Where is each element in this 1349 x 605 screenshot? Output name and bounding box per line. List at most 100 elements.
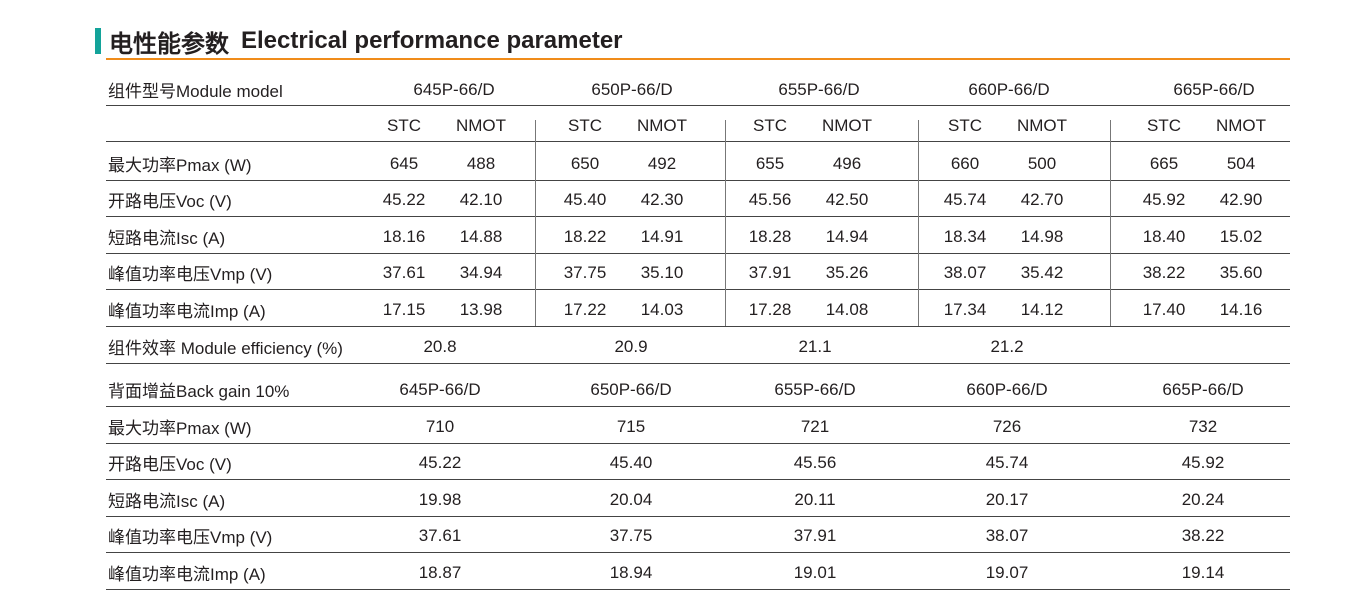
title-underline (106, 58, 1290, 60)
efficiency-value: 21.1 (798, 336, 832, 356)
nmot-value: 14.12 (1020, 299, 1064, 319)
title-cn: 电性能参数 (109, 30, 229, 58)
stc-value: 38.07 (943, 262, 987, 282)
model-name: 650P-66/D (591, 79, 673, 99)
front-data-row: 最大功率Pmax (W) 645 488 650 492 655 496 660 500 665 5… (106, 147, 1290, 181)
stc-value: 37.91 (748, 262, 792, 282)
nmot-value: 14.16 (1219, 299, 1263, 319)
stc-value: 18.22 (563, 226, 607, 246)
back-value: 715 (616, 416, 646, 436)
param-label: 短路电流Isc (A) (108, 492, 226, 511)
nmot-header: NMOT (1016, 115, 1068, 135)
stc-value: 18.16 (382, 226, 426, 246)
back-value: 710 (425, 416, 455, 436)
param-label: 峰值功率电压Vmp (V) (108, 265, 273, 284)
stc-value: 17.28 (748, 299, 792, 319)
back-value: 37.61 (418, 525, 462, 545)
model-name: 650P-66/D (590, 379, 672, 399)
module-efficiency-row: 组件效率 Module efficiency (%) 20.8 20.9 21.1 21… (106, 330, 1290, 364)
back-value: 37.91 (793, 525, 837, 545)
column-separator (1110, 120, 1111, 326)
back-data-row: 峰值功率电流Imp (A) 18.87 18.94 19.01 19.07 19.14 (106, 556, 1290, 590)
stc-value: 18.34 (943, 226, 987, 246)
column-separator (535, 120, 536, 326)
back-value: 45.56 (793, 452, 837, 472)
stc-value: 45.22 (382, 189, 426, 209)
param-label: 峰值功率电压Vmp (V) (108, 528, 273, 547)
nmot-value: 14.98 (1020, 226, 1064, 246)
param-label: 开路电压Voc (V) (108, 455, 232, 474)
back-value: 19.98 (418, 489, 462, 509)
nmot-header: NMOT (455, 115, 507, 135)
back-value: 20.24 (1181, 489, 1225, 509)
nmot-value: 488 (466, 153, 496, 173)
param-label: 峰值功率电流Imp (A) (108, 302, 266, 321)
stc-value: 37.61 (382, 262, 426, 282)
stc-value: 18.40 (1142, 226, 1186, 246)
back-data-row: 开路电压Voc (V) 45.22 45.40 45.56 45.74 45.92 (106, 446, 1290, 480)
back-value: 38.07 (985, 525, 1029, 545)
param-label: 开路电压Voc (V) (108, 192, 232, 211)
nmot-value: 35.26 (825, 262, 869, 282)
model-name: 660P-66/D (968, 79, 1050, 99)
stc-header: STC (1147, 115, 1181, 135)
back-data-row: 短路电流Isc (A) 19.98 20.04 20.11 20.17 20.24 (106, 483, 1290, 517)
stc-value: 660 (950, 153, 980, 173)
stc-value: 17.34 (943, 299, 987, 319)
stc-value: 665 (1149, 153, 1179, 173)
nmot-value: 35.42 (1020, 262, 1064, 282)
back-value: 20.11 (794, 489, 836, 509)
title-accent-bar (95, 28, 101, 54)
stc-nmot-header-row: STC NMOT STC NMOT STC NMOT STC NMOT STC NMOT (106, 110, 1290, 142)
param-label: 最大功率Pmax (W) (108, 156, 252, 175)
nmot-header: NMOT (636, 115, 688, 135)
nmot-value: 14.03 (640, 299, 684, 319)
front-data-row: 峰值功率电压Vmp (V) 37.61 34.94 37.75 35.10 37.91 35… (106, 256, 1290, 290)
back-value: 45.40 (609, 452, 653, 472)
stc-header: STC (568, 115, 602, 135)
stc-value: 38.22 (1142, 262, 1186, 282)
efficiency-value: 20.8 (423, 336, 457, 356)
back-value: 45.22 (418, 452, 462, 472)
nmot-value: 13.98 (459, 299, 503, 319)
back-value: 37.75 (609, 525, 653, 545)
stc-value: 45.74 (943, 189, 987, 209)
nmot-value: 35.10 (640, 262, 684, 282)
column-separator (918, 120, 919, 326)
back-gain-header-row: 背面增益Back gain 10% 645P-66/D 650P-66/D 655P-… (106, 373, 1290, 407)
model-name: 645P-66/D (413, 79, 495, 99)
stc-value: 37.75 (563, 262, 607, 282)
front-data-row: 短路电流Isc (A) 18.16 14.88 18.22 14.91 18.28 14.9… (106, 220, 1290, 254)
back-value: 45.74 (985, 452, 1029, 472)
back-value: 20.17 (985, 489, 1029, 509)
stc-header: STC (387, 115, 421, 135)
stc-value: 45.56 (748, 189, 792, 209)
back-value: 732 (1188, 416, 1218, 436)
stc-value: 45.40 (563, 189, 607, 209)
model-name: 645P-66/D (399, 379, 481, 399)
stc-value: 17.40 (1142, 299, 1186, 319)
front-data-row: 峰值功率电流Imp (A) 17.15 13.98 17.22 14.03 17.28 14… (106, 293, 1290, 327)
back-value: 19.07 (985, 562, 1029, 582)
model-name: 655P-66/D (774, 379, 856, 399)
back-value: 19.01 (793, 562, 837, 582)
front-data-row: 开路电压Voc (V) 45.22 42.10 45.40 42.30 45.56 42.5… (106, 183, 1290, 217)
nmot-header: NMOT (821, 115, 873, 135)
stc-value: 645 (389, 153, 419, 173)
back-value: 721 (800, 416, 830, 436)
nmot-value: 492 (647, 153, 677, 173)
column-separator (725, 120, 726, 326)
param-label: 最大功率Pmax (W) (108, 419, 252, 438)
back-value: 38.22 (1181, 525, 1225, 545)
efficiency-value: 20.9 (614, 336, 648, 356)
nmot-value: 35.60 (1219, 262, 1263, 282)
back-value: 18.94 (609, 562, 653, 582)
nmot-value: 14.88 (459, 226, 503, 246)
stc-header: STC (948, 115, 982, 135)
efficiency-value: 21.2 (990, 336, 1024, 356)
nmot-value: 42.10 (459, 189, 503, 209)
module-model-label: 组件型号Module model (108, 82, 283, 101)
stc-value: 18.28 (748, 226, 792, 246)
nmot-value: 14.08 (825, 299, 869, 319)
module-model-row: 组件型号Module model 645P-66/D 650P-66/D 655P-6… (106, 74, 1290, 106)
